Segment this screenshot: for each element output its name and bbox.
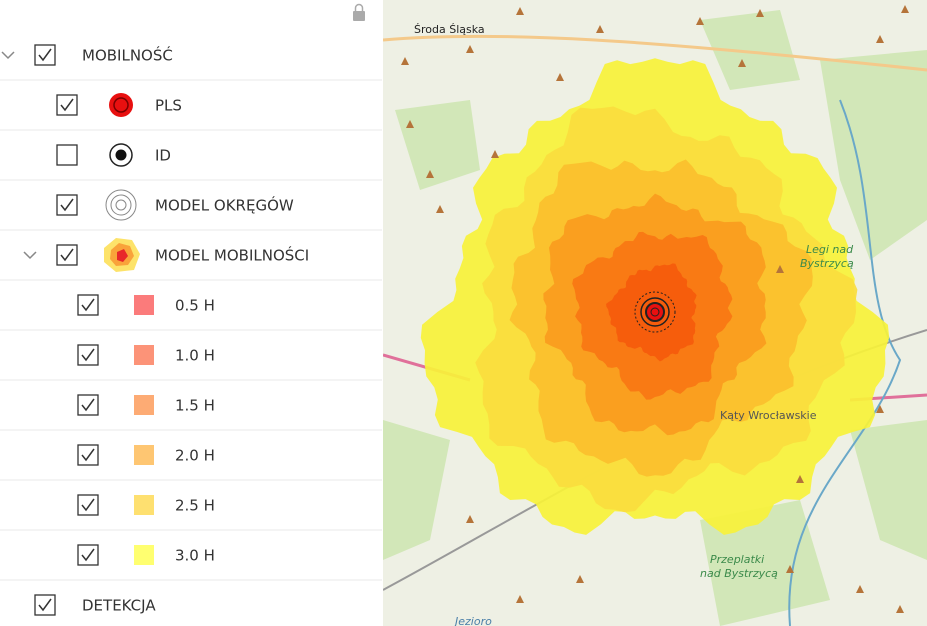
peak-icon — [901, 5, 909, 13]
marker-ring — [634, 291, 676, 333]
layer-label[interactable]: 1.5 H — [175, 397, 215, 415]
legend-swatch — [134, 545, 154, 565]
map-label: Kąty Wrocławskie — [720, 409, 817, 422]
checkbox[interactable] — [56, 194, 78, 216]
peak-icon — [776, 265, 784, 273]
map-label: nad Bystrzycą — [700, 567, 778, 580]
icon-mobility — [104, 238, 140, 272]
layer-label[interactable]: 3.0 H — [175, 547, 215, 565]
peak-icon — [738, 59, 746, 67]
peak-icon — [856, 585, 864, 593]
checkmark — [60, 198, 74, 212]
peak-icon — [596, 25, 604, 33]
river — [788, 99, 902, 626]
expand-chevron[interactable] — [23, 251, 37, 260]
lock-icon[interactable] — [353, 3, 365, 22]
peak-icon — [401, 57, 409, 65]
legend-swatch — [134, 345, 154, 365]
icon-id — [109, 143, 133, 167]
checkmark — [81, 398, 95, 412]
layer-label[interactable]: 1.0 H — [175, 347, 215, 365]
layer-label[interactable]: DETEKCJA — [82, 597, 156, 615]
layer-label[interactable]: PLS — [155, 97, 182, 115]
map-label: Legi nad — [806, 243, 854, 256]
icon-pls — [109, 93, 133, 117]
expand-chevron[interactable] — [1, 51, 15, 60]
checkbox[interactable] — [77, 394, 99, 416]
checkbox[interactable] — [77, 544, 99, 566]
marker-pls — [650, 307, 660, 317]
map-label: Przeplatki — [710, 553, 764, 566]
legend-swatch — [134, 295, 154, 315]
checkbox[interactable] — [34, 594, 56, 616]
checkmark — [60, 98, 74, 112]
marker-pls[interactable] — [645, 302, 665, 322]
checkmark — [81, 498, 95, 512]
layer-label[interactable]: MODEL OKRĘGÓW — [155, 196, 294, 215]
peak-icon — [896, 605, 904, 613]
map-label: Jezioro — [453, 615, 492, 626]
layer-label[interactable]: 2.0 H — [175, 447, 215, 465]
checkbox[interactable] — [56, 244, 78, 266]
peak-icon — [696, 17, 704, 25]
legend-swatch — [134, 395, 154, 415]
peak-icon — [756, 9, 764, 17]
peak-icon — [436, 205, 444, 213]
icon-circles — [105, 189, 137, 221]
layer-label[interactable]: ID — [155, 147, 171, 165]
peak-icon — [491, 150, 499, 158]
checkbox[interactable] — [77, 444, 99, 466]
legend-swatch — [134, 445, 154, 465]
peak-icon — [516, 595, 524, 603]
peak-icon — [466, 45, 474, 53]
peak-icon — [406, 120, 414, 128]
checkmark — [81, 298, 95, 312]
map: Środa Śląska Legi nad Bystrzycą Kąty Wro… — [383, 0, 927, 626]
layer-label[interactable]: MOBILNOŚĆ — [82, 46, 173, 65]
peak-icon — [876, 405, 884, 413]
layer-label[interactable]: 0.5 H — [175, 297, 215, 315]
checkmark — [60, 248, 74, 262]
peak-icon — [516, 7, 524, 15]
road — [383, 34, 927, 72]
checkmark — [81, 348, 95, 362]
checkmark — [81, 548, 95, 562]
layer-label[interactable]: 2.5 H — [175, 497, 215, 515]
map-label: Środa Śląska — [414, 23, 485, 36]
map-label: Bystrzycą — [800, 257, 854, 270]
peak-icon — [786, 565, 794, 573]
checkbox[interactable] — [77, 294, 99, 316]
checkmark — [81, 448, 95, 462]
forest — [383, 10, 927, 626]
peak-icon — [576, 575, 584, 583]
checkmark — [38, 48, 52, 62]
checkbox[interactable] — [77, 344, 99, 366]
checkbox[interactable] — [56, 144, 78, 166]
checkbox[interactable] — [77, 494, 99, 516]
peak-icon — [466, 515, 474, 523]
checkmark — [38, 598, 52, 612]
layer-label[interactable]: MODEL MOBILNOŚCI — [155, 246, 309, 265]
peak-icon — [556, 73, 564, 81]
peak-icon — [876, 35, 884, 43]
marker-ring — [640, 297, 670, 327]
peak-icon — [796, 475, 804, 483]
legend-swatch — [134, 495, 154, 515]
checkbox[interactable] — [56, 94, 78, 116]
checkbox[interactable] — [34, 44, 56, 66]
peak-icon — [426, 170, 434, 178]
